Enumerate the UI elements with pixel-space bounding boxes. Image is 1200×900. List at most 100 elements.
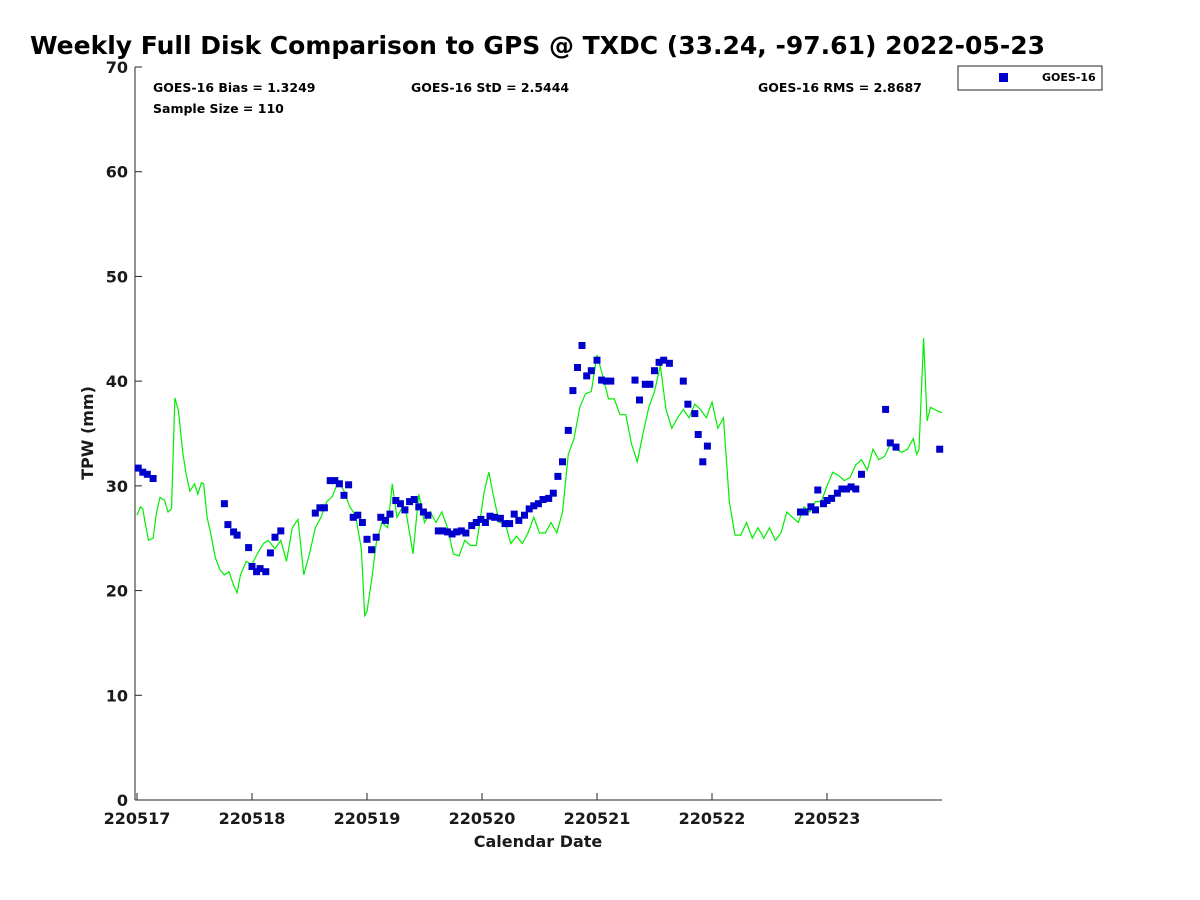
goes16-point [569,387,577,395]
goes16-point [886,439,894,447]
goes16-point [448,530,456,538]
goes16-point [539,496,547,503]
goes16-point [457,527,465,535]
goes16-point [486,512,494,520]
goes16-point [349,513,357,521]
goes16-point [410,496,418,503]
goes16-point [549,489,557,497]
goes16-point [936,445,944,453]
goes16-point [491,513,499,521]
goes16-point [386,510,394,518]
bias-stat: GOES-16 Bias = 1.3249 [153,80,315,95]
goes16-point [843,485,850,493]
goes16-point [372,533,380,541]
goes16-point [444,528,451,536]
x-tick-label: 220519 [334,809,401,828]
goes16-point [807,503,815,511]
y-tick-label: 20 [106,582,128,601]
x-tick-label: 220517 [104,809,171,828]
goes16-point [510,510,518,518]
goes16-point [703,442,711,450]
goes16-point [271,533,279,541]
x-tick-label: 220520 [449,809,516,828]
goes16-point [691,410,699,418]
goes16-point [882,405,890,413]
goes16-point [694,431,702,438]
goes16-point [368,546,376,554]
x-tick-label: 220518 [219,809,286,828]
goes16-point [245,544,253,552]
goes16-point [311,509,319,517]
rms-stat: GOES-16 RMS = 2.8687 [758,80,922,95]
goes16-point [406,498,414,506]
goes16-point [340,491,348,499]
goes16-point [847,483,855,491]
sample-size-stat: Sample Size = 110 [153,101,284,116]
goes16-point [646,380,654,388]
goes16-point [797,508,804,516]
goes16-point [462,529,470,537]
goes16-point [262,568,270,576]
goes16-point [506,520,514,528]
goes16-point [415,503,423,511]
plot-area [134,67,942,801]
legend-marker-goes16 [999,73,1008,82]
goes16-point [326,477,334,485]
goes16-point [220,500,228,508]
goes16-point [852,485,860,493]
goes16-point [401,506,409,514]
goes16-point [320,504,328,512]
goes16-point [801,508,809,516]
goes16-point [812,506,819,514]
goes16-point [534,500,542,508]
goes16-point [564,426,572,434]
goes16-point [593,356,601,364]
goes16-point [858,470,865,478]
goes16-point [143,470,151,478]
goes16-point [545,494,553,502]
goes16-point [833,489,841,497]
goes16-point [139,468,147,476]
goes16-point [823,497,831,504]
goes16-point [345,481,353,489]
goes16-point [472,519,480,526]
goes16-point [684,400,692,408]
goes16-point [358,519,366,526]
y-tick-label: 30 [106,477,128,496]
goes16-point [277,527,285,535]
goes16-point [651,367,658,375]
goes16-point [583,372,591,380]
legend-box [957,65,1103,91]
y-tick-label: 60 [106,163,128,182]
goes16-point [316,504,324,512]
goes16-point [521,511,528,519]
goes16-point [363,535,371,543]
goes16-point [574,364,581,371]
y-axis-label: TPW (mm) [78,386,97,480]
goes16-point [434,527,442,535]
goes16-point [149,475,157,482]
goes16-point [331,477,339,485]
goes16-point [335,480,343,488]
chart-title: Weekly Full Disk Comparison to GPS @ TXD… [30,31,1045,60]
goes16-point [224,521,232,529]
goes16-point [248,563,256,570]
goes16-series [134,342,944,576]
goes16-point [554,472,562,480]
goes16-point [468,522,476,530]
gps-series [136,338,943,618]
goes16-point [453,528,461,536]
legend-label-goes16: GOES-16 [1042,71,1096,84]
y-ticks: 0 10 20 30 40 50 60 70 [106,58,142,810]
goes16-point [655,358,663,366]
goes16-point [559,458,566,466]
goes16-point [424,511,432,519]
goes16-point [419,508,427,516]
y-tick-label: 0 [117,791,128,810]
goes16-point [515,516,523,524]
y-tick-label: 40 [106,372,128,391]
goes16-point [699,458,707,466]
goes16-point [134,464,142,472]
goes16-point [641,380,649,388]
